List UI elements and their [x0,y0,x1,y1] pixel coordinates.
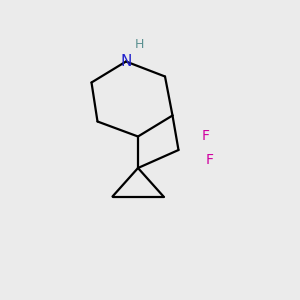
Text: F: F [206,154,214,167]
Text: F: F [202,130,209,143]
Text: H: H [135,38,144,52]
Text: N: N [120,54,132,69]
